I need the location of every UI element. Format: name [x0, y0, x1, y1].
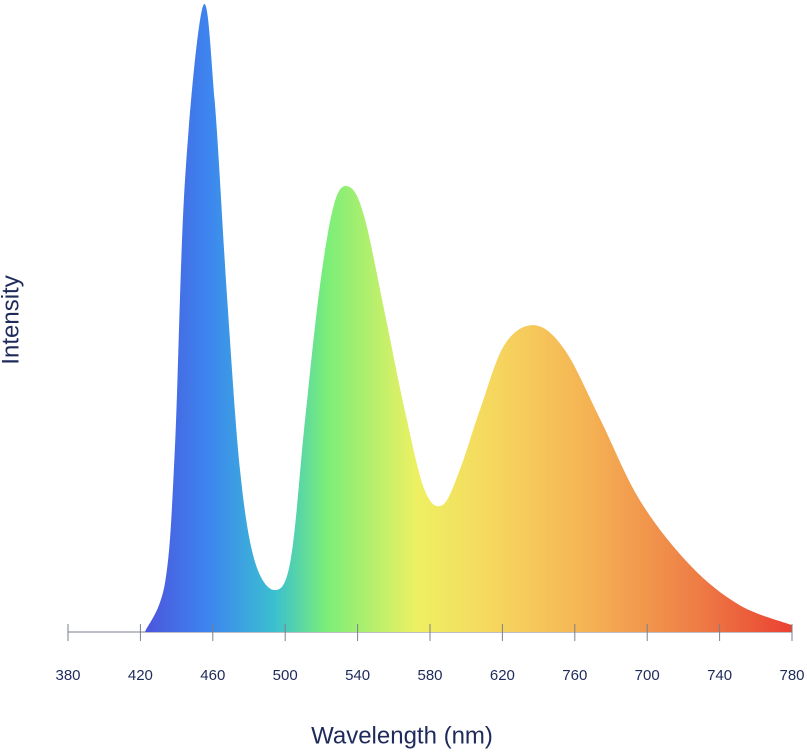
x-tick-label: 700 [635, 667, 660, 684]
x-axis-title: Wavelength (nm) [311, 722, 493, 749]
x-tick-label: 760 [562, 667, 587, 684]
x-tick-label: 500 [273, 667, 298, 684]
x-tick-label: 460 [200, 667, 225, 684]
x-tick-label: 620 [490, 667, 515, 684]
spectrum-area [144, 4, 793, 632]
y-axis-title: Intensity [0, 275, 24, 364]
x-tick-label: 420 [128, 667, 153, 684]
x-tick-label: 740 [707, 667, 732, 684]
x-tick-label: 380 [55, 667, 80, 684]
x-tick-label: 580 [417, 667, 442, 684]
x-tick-label: 780 [779, 667, 804, 684]
x-tick-label: 540 [345, 667, 370, 684]
